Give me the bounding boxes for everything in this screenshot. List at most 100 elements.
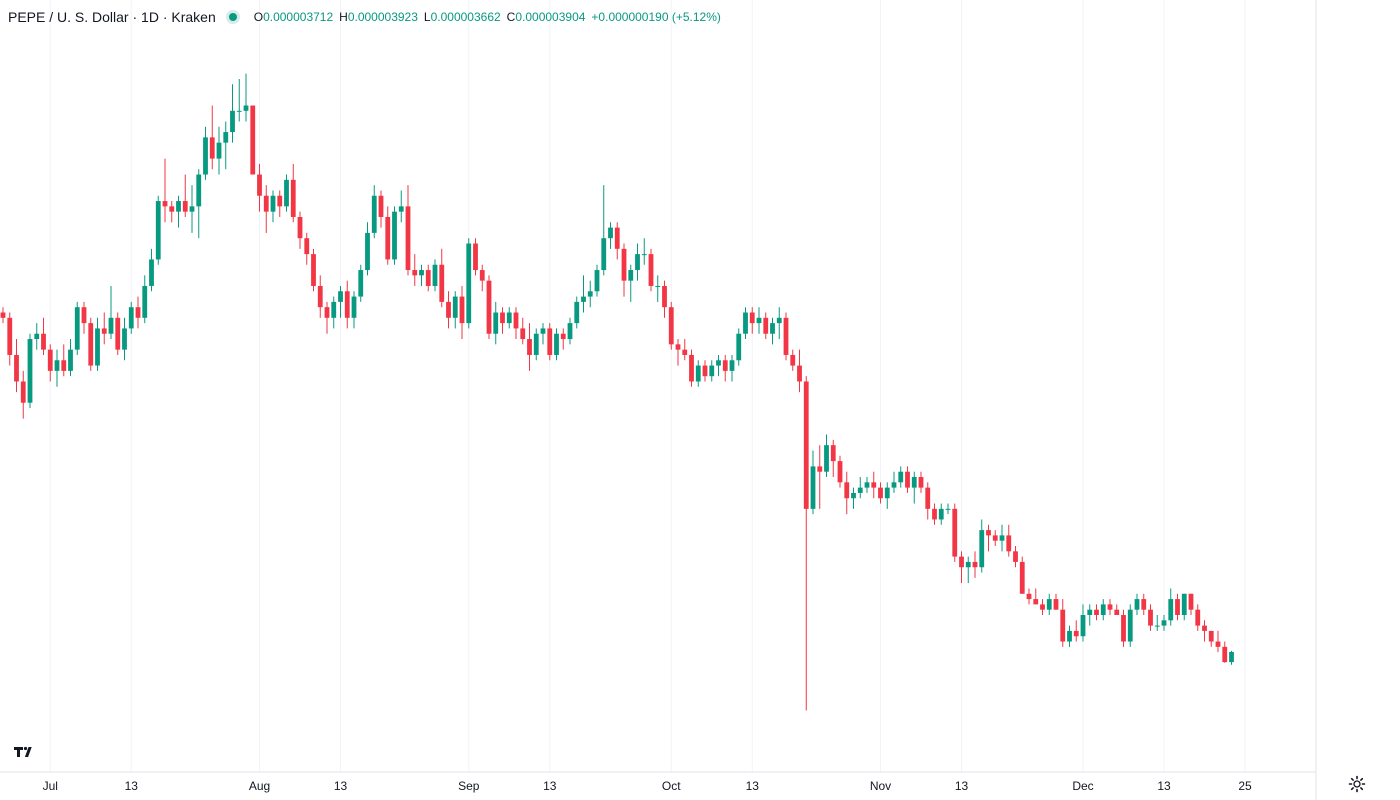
candle-body	[1067, 630, 1072, 642]
candle	[979, 519, 985, 573]
candle-body	[115, 317, 121, 350]
candle-body	[554, 333, 559, 355]
x-tick-label: 13	[746, 779, 760, 793]
candle-body	[1229, 651, 1234, 663]
candle	[1107, 599, 1113, 615]
candle	[520, 317, 526, 345]
candle	[351, 291, 357, 329]
candle	[864, 477, 870, 493]
candle	[203, 126, 208, 180]
close-value: 0.000003904	[515, 10, 586, 24]
candle-body	[608, 227, 613, 239]
candle	[601, 185, 607, 276]
candle	[7, 312, 13, 366]
candle-body	[149, 259, 154, 286]
candle	[95, 317, 100, 371]
candle-body	[459, 296, 465, 324]
candle-body	[1033, 599, 1039, 605]
x-tick-label: 13	[334, 779, 348, 793]
candle-body	[371, 195, 377, 233]
candle	[128, 301, 134, 334]
candle-body	[1080, 614, 1086, 637]
candle	[1195, 604, 1201, 631]
candle-body	[689, 354, 694, 382]
candle-body	[169, 206, 175, 212]
candle-body	[230, 110, 235, 133]
candle	[1229, 650, 1234, 665]
grid	[49, 0, 1246, 772]
candle	[743, 307, 748, 340]
x-tick-label: Sep	[458, 779, 480, 793]
candle-body	[1161, 620, 1167, 626]
candle-body	[905, 471, 910, 488]
candle	[662, 280, 667, 318]
candle	[1013, 546, 1018, 568]
candle	[189, 185, 195, 233]
candle-body	[27, 339, 33, 403]
candle	[682, 339, 688, 361]
candle-body	[878, 487, 883, 499]
candle-body	[236, 110, 242, 112]
candle	[574, 296, 580, 329]
candle-body	[122, 328, 127, 350]
candle-body	[547, 328, 553, 355]
candle-body	[560, 333, 566, 340]
candle-body	[1134, 599, 1140, 610]
candle	[594, 264, 600, 297]
candle-body	[770, 323, 775, 334]
candle-body	[176, 201, 181, 212]
candle	[0, 307, 6, 324]
candle-body	[34, 333, 40, 340]
candle-body	[567, 323, 573, 340]
candle	[567, 317, 573, 345]
candle-body	[446, 301, 451, 318]
candle-body	[972, 561, 978, 568]
candle	[884, 482, 890, 509]
candle-body	[506, 312, 512, 324]
candle	[243, 73, 249, 122]
candle-body	[338, 291, 343, 302]
candle-body	[655, 285, 661, 287]
x-tick-label: 13	[543, 779, 557, 793]
candle	[1161, 614, 1167, 631]
low-value: 0.000003662	[430, 10, 501, 24]
candle-body	[182, 201, 188, 212]
candle	[1026, 588, 1032, 605]
candle-body	[216, 142, 222, 159]
candle-body	[0, 312, 6, 318]
candle	[844, 471, 850, 515]
candle	[952, 503, 958, 562]
candle	[142, 275, 148, 324]
candle-body	[716, 360, 721, 366]
candle	[695, 360, 701, 387]
candle	[311, 248, 316, 292]
candle	[1188, 593, 1194, 615]
candle-body	[986, 530, 991, 536]
candle-body	[1168, 599, 1174, 621]
candle-body	[297, 216, 303, 239]
candle-body	[641, 254, 647, 256]
candle	[432, 259, 438, 292]
candle-body	[1188, 593, 1194, 610]
candle	[169, 201, 175, 223]
candle	[392, 206, 397, 265]
candle	[675, 339, 681, 366]
candle	[513, 307, 519, 340]
candle	[81, 301, 87, 334]
candle-body	[1013, 551, 1018, 562]
candle-body	[810, 466, 816, 509]
candle	[891, 471, 897, 493]
candle	[236, 78, 242, 122]
candle	[1222, 641, 1228, 663]
candle-body	[884, 487, 890, 499]
candle-body	[1215, 641, 1221, 647]
gear-icon[interactable]	[1348, 775, 1366, 793]
candle	[446, 291, 451, 329]
candle	[1019, 556, 1025, 594]
tradingview-logo-icon[interactable]	[8, 738, 38, 764]
candle-body	[824, 445, 829, 472]
symbol-title[interactable]: PEPE / U. S. Dollar · 1D · Kraken	[8, 9, 216, 25]
candle-body	[999, 535, 1005, 541]
